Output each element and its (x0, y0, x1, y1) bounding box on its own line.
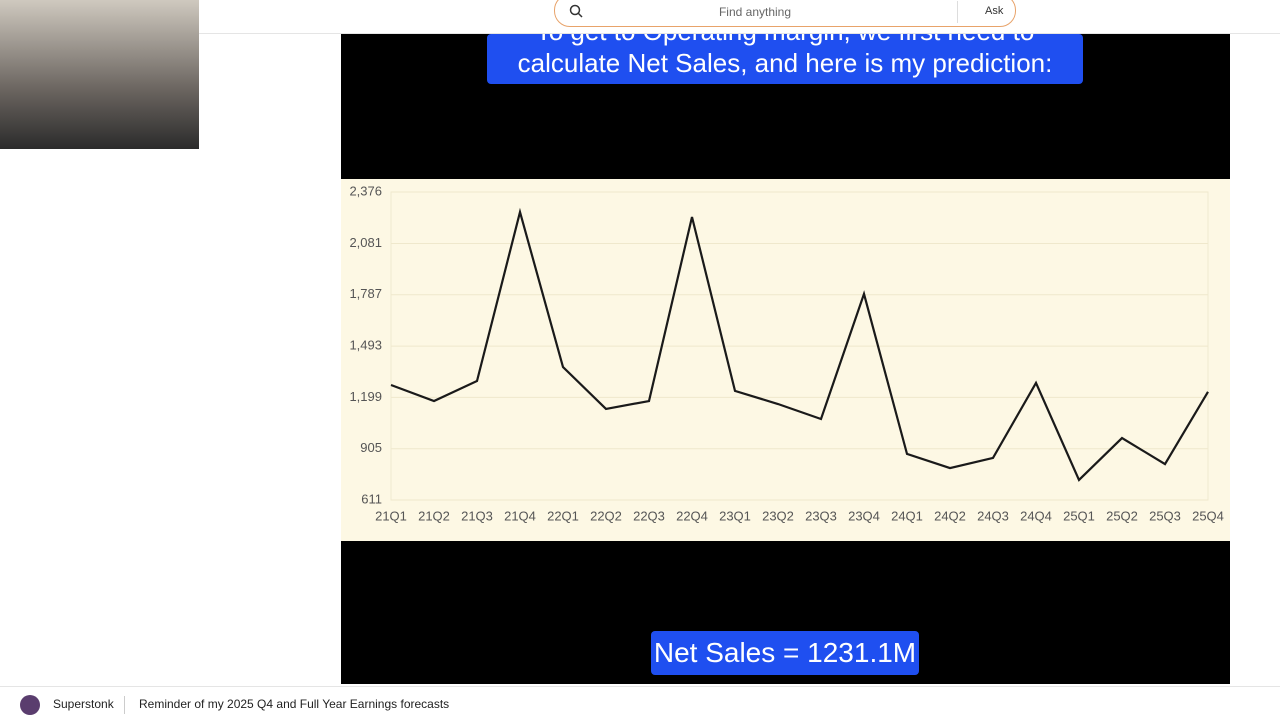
x-tick-label: 22Q1 (547, 508, 579, 523)
y-tick-label: 611 (361, 491, 382, 506)
chart-background (341, 179, 1230, 541)
y-tick-label: 1,787 (349, 286, 382, 301)
x-tick-label: 21Q1 (375, 508, 407, 523)
community-name[interactable]: Superstonk (53, 697, 114, 711)
search-box[interactable]: Find anything Ask (554, 0, 1016, 27)
top-bar: Find anything Ask (0, 0, 1280, 34)
caption-line: calculate Net Sales, and here is my pred… (517, 48, 1053, 78)
x-tick-label: 23Q1 (719, 508, 751, 523)
x-tick-label: 23Q3 (805, 508, 837, 523)
x-tick-label: 22Q3 (633, 508, 665, 523)
x-tick-label: 25Q1 (1063, 508, 1095, 523)
x-tick-label: 24Q4 (1020, 508, 1052, 523)
y-tick-label: 2,081 (349, 235, 382, 250)
line (390, 207, 1209, 482)
x-tick-label: 25Q2 (1106, 508, 1138, 523)
y-tick-label: 1,493 (349, 338, 382, 353)
x-tick-label: 25Q4 (1192, 508, 1224, 523)
x-tick-label: 24Q2 (934, 508, 966, 523)
caption-bottom: Net Sales = 1231.1M (651, 631, 919, 675)
footer-bar: Superstonk Reminder of my 2025 Q4 and Fu… (0, 686, 1280, 721)
y-tick-label: 905 (360, 440, 382, 455)
x-tick-label: 24Q1 (891, 508, 923, 523)
caption-top: To get to Operating margin, we first nee… (487, 34, 1083, 84)
x-tick-label: 24Q3 (977, 508, 1009, 523)
webcam-overlay (0, 0, 199, 149)
caption-line: To get to Operating margin, we first nee… (487, 34, 1083, 48)
ask-button[interactable]: Ask (985, 5, 1004, 17)
search-icon (569, 4, 583, 18)
y-tick-label: 2,376 (349, 183, 382, 198)
x-tick-label: 22Q2 (590, 508, 622, 523)
x-tick-label: 21Q3 (461, 508, 493, 523)
community-icon (20, 695, 40, 715)
post-title[interactable]: Reminder of my 2025 Q4 and Full Year Ear… (139, 697, 450, 711)
x-tick-label: 22Q4 (676, 508, 708, 523)
x-tick-label: 21Q4 (504, 508, 536, 523)
search-placeholder: Find anything (718, 5, 792, 19)
x-tick-label: 25Q3 (1149, 508, 1181, 523)
y-tick-label: 1,199 (349, 389, 382, 404)
x-tick-label: 21Q2 (418, 508, 450, 523)
x-tick-label: 23Q4 (848, 508, 880, 523)
x-tick-label: 23Q2 (762, 508, 794, 523)
